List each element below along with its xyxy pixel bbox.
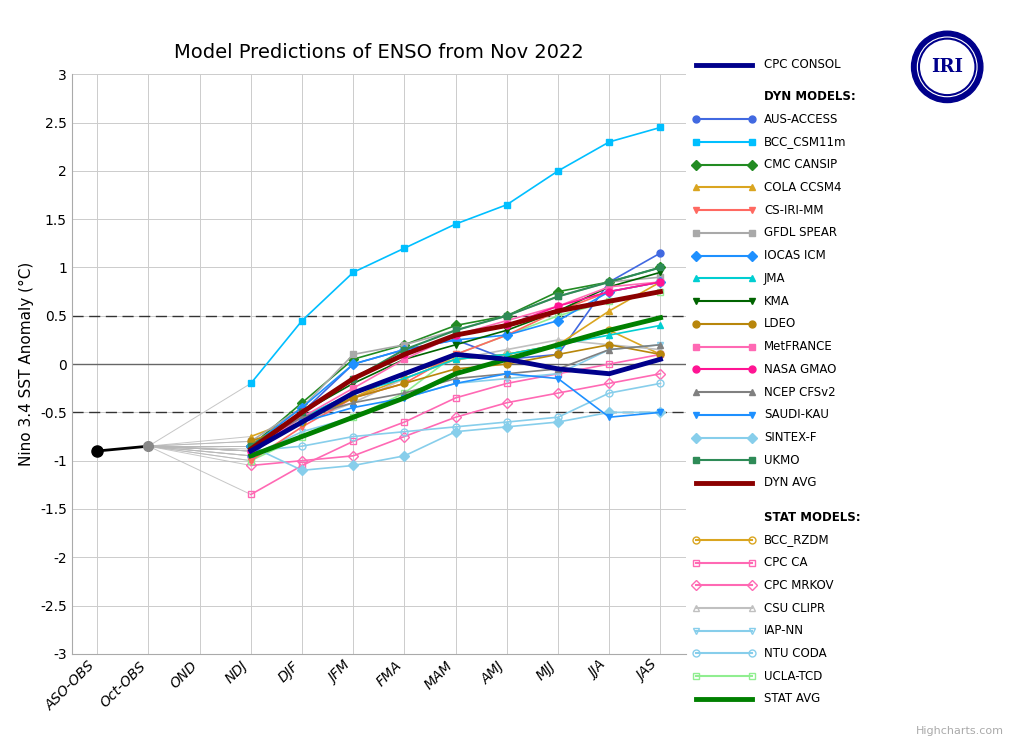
Text: AUS-ACCESS: AUS-ACCESS	[764, 113, 839, 126]
Text: COLA CCSM4: COLA CCSM4	[764, 181, 842, 194]
Y-axis label: Nino 3.4 SST Anomaly (°C): Nino 3.4 SST Anomaly (°C)	[19, 262, 35, 466]
Text: STAT MODELS:: STAT MODELS:	[764, 510, 860, 524]
Text: SINTEX-F: SINTEX-F	[764, 431, 816, 444]
Text: KMA: KMA	[764, 294, 790, 308]
Text: IRI: IRI	[931, 58, 964, 76]
Text: CPC MRKOV: CPC MRKOV	[764, 579, 834, 591]
Text: UKMO: UKMO	[764, 454, 800, 467]
Text: NTU CODA: NTU CODA	[764, 647, 826, 660]
Title: Model Predictions of ENSO from Nov 2022: Model Predictions of ENSO from Nov 2022	[174, 42, 584, 62]
Text: CSU CLIPR: CSU CLIPR	[764, 602, 825, 614]
Text: IOCAS ICM: IOCAS ICM	[764, 249, 825, 262]
Text: UCLA-TCD: UCLA-TCD	[764, 669, 822, 683]
Text: DYN MODELS:: DYN MODELS:	[764, 90, 856, 103]
Text: GFDL SPEAR: GFDL SPEAR	[764, 227, 837, 239]
Text: BCC_CSM11m: BCC_CSM11m	[764, 135, 847, 149]
Text: LDEO: LDEO	[764, 317, 796, 331]
Text: STAT AVG: STAT AVG	[764, 692, 820, 705]
Text: MetFRANCE: MetFRANCE	[764, 340, 833, 353]
Text: BCC_RZDM: BCC_RZDM	[764, 533, 829, 546]
Text: CMC CANSIP: CMC CANSIP	[764, 158, 837, 171]
Circle shape	[911, 31, 983, 103]
Text: CPC CA: CPC CA	[764, 556, 807, 569]
Text: DYN AVG: DYN AVG	[764, 476, 816, 490]
Text: IAP-NN: IAP-NN	[764, 624, 804, 637]
Circle shape	[918, 37, 977, 97]
Text: NCEP CFSv2: NCEP CFSv2	[764, 386, 836, 398]
Text: CPC CONSOL: CPC CONSOL	[764, 58, 841, 71]
Text: Highcharts.com: Highcharts.com	[915, 726, 1004, 736]
Text: SAUDI-KAU: SAUDI-KAU	[764, 408, 828, 421]
Text: CS-IRI-MM: CS-IRI-MM	[764, 204, 823, 217]
Text: JMA: JMA	[764, 272, 785, 285]
Text: NASA GMAO: NASA GMAO	[764, 363, 837, 376]
